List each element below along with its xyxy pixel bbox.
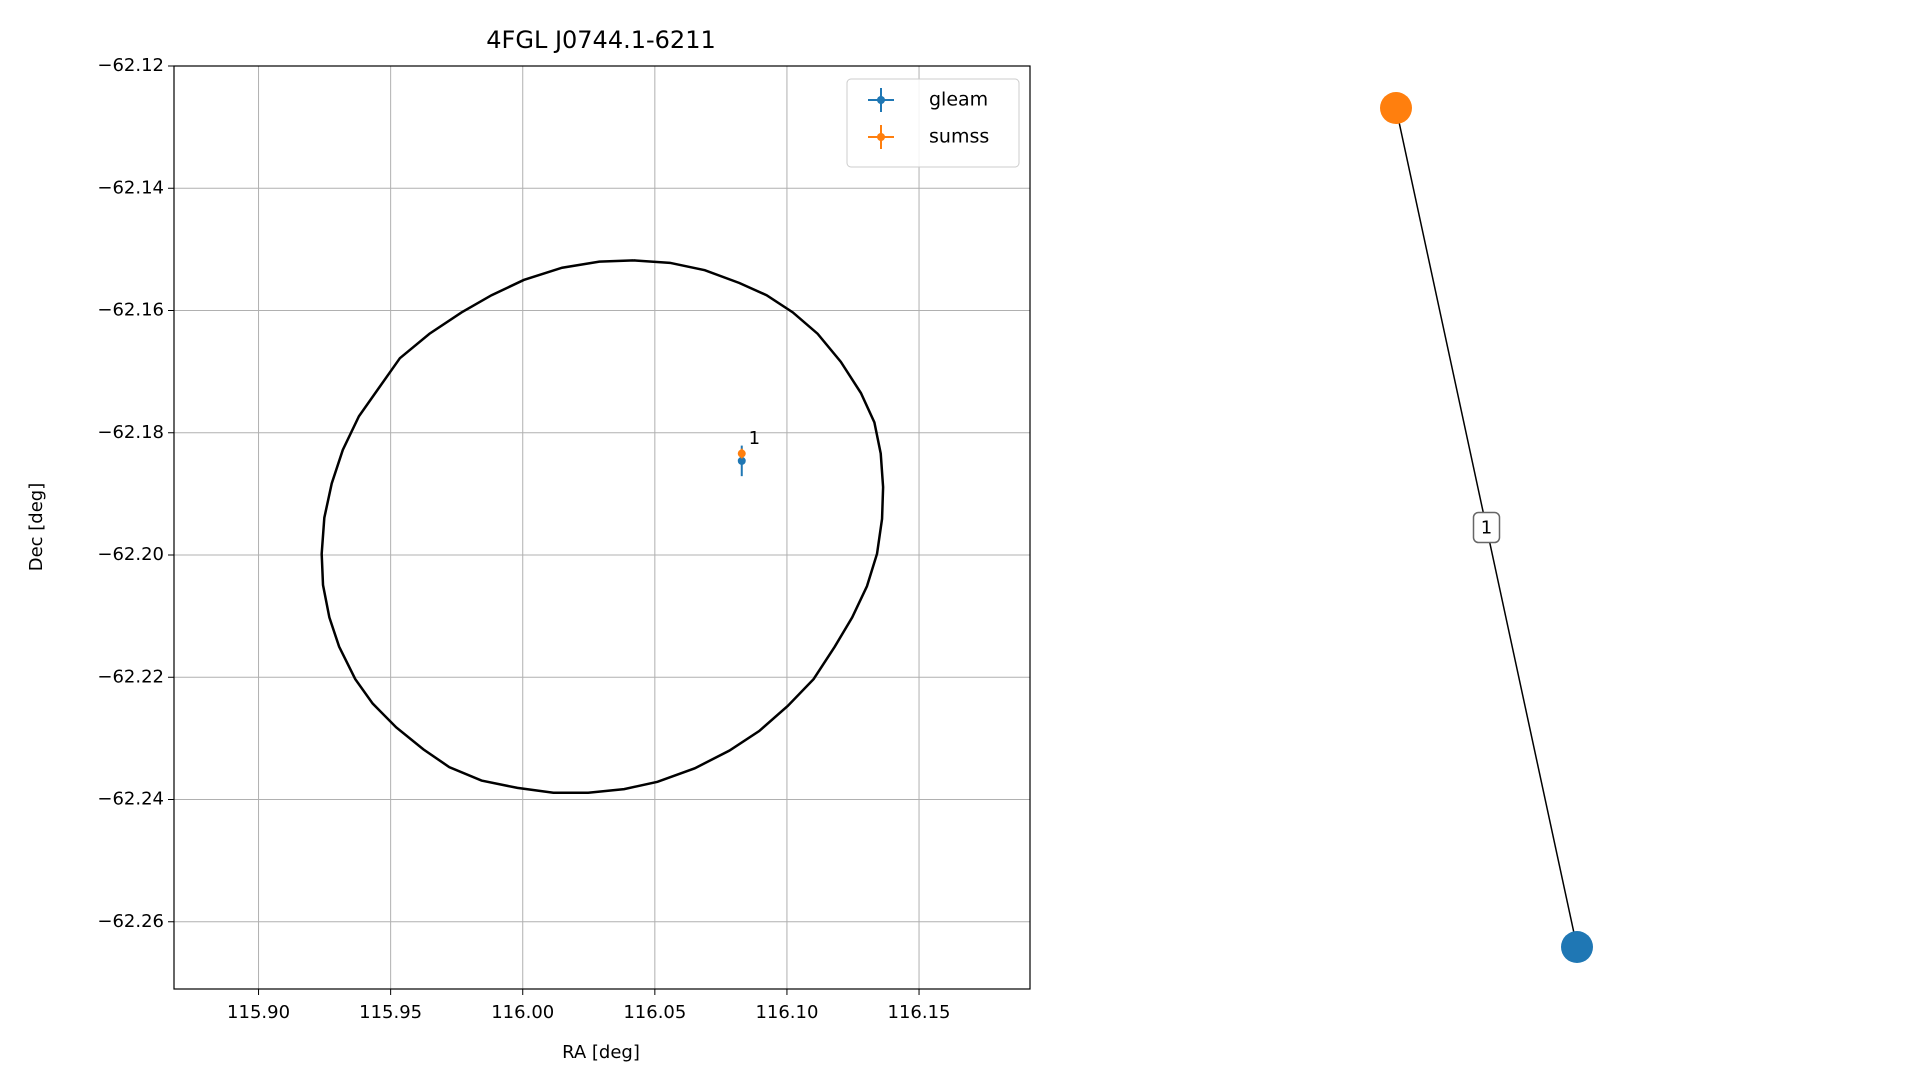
edge-label-box xyxy=(1472,511,1501,544)
y-tick-label: −62.24 xyxy=(97,789,164,810)
x-tick-label: 116.05 xyxy=(623,1002,686,1023)
x-tick-label: 115.90 xyxy=(227,1002,290,1023)
plot-frame xyxy=(173,65,1031,990)
graph-node xyxy=(1561,931,1593,963)
point xyxy=(737,449,746,458)
x-tick-label: 115.95 xyxy=(359,1002,422,1023)
y-tick-label: −62.18 xyxy=(97,422,164,443)
chart-title: 4FGL J0744.1-6211 xyxy=(486,26,715,54)
y-tick-label: −62.20 xyxy=(97,544,164,565)
point xyxy=(737,456,746,465)
y-tick-label: −62.12 xyxy=(97,55,164,76)
y-tick-label: −62.14 xyxy=(97,177,164,198)
x-axis-label: RA [deg] xyxy=(562,1042,640,1063)
legend-label: sumss xyxy=(929,126,989,148)
x-tick-label: 116.15 xyxy=(888,1002,951,1023)
error-ellipse xyxy=(320,259,885,795)
legend-marker xyxy=(877,133,885,141)
edge-label: 1 xyxy=(1481,518,1492,539)
y-tick-label: −62.22 xyxy=(97,666,164,687)
annotation: 1 xyxy=(749,428,760,449)
graph-node xyxy=(1380,92,1412,124)
y-tick-label: −62.16 xyxy=(97,300,164,321)
x-tick-label: 116.00 xyxy=(491,1002,554,1023)
y-tick-label: −62.26 xyxy=(97,911,164,932)
x-tick-label: 116.10 xyxy=(755,1002,818,1023)
legend-marker xyxy=(877,96,885,104)
legend-label: gleam xyxy=(929,89,988,111)
y-axis-label: Dec [deg] xyxy=(26,483,47,572)
